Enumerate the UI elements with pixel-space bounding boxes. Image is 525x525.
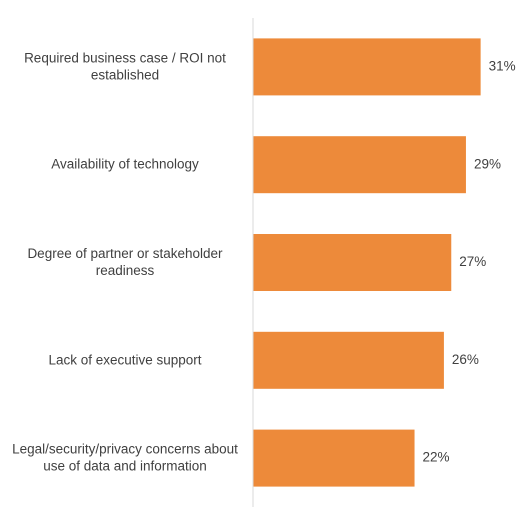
value-label: 27% — [459, 254, 486, 269]
category-label: Legal/security/privacy concerns about use… — [12, 441, 238, 473]
category-label-line: use of data and information — [43, 458, 207, 473]
category-label-line: Required business case / ROI not — [24, 50, 226, 65]
value-label: 29% — [474, 156, 501, 171]
value-label: 31% — [489, 58, 516, 73]
bar — [253, 234, 452, 291]
category-label: Degree of partner or stakeholder readines… — [27, 246, 223, 278]
category-label-line: readiness — [96, 263, 155, 278]
value-label: 22% — [423, 450, 450, 465]
bar — [253, 136, 466, 194]
category-label-line: Lack of executive support — [48, 352, 201, 367]
bar — [253, 331, 444, 389]
category-label-line: Availability of technology — [51, 156, 199, 171]
category-label: Lack of executive support — [48, 352, 201, 367]
category-label-line: Legal/security/privacy concerns about — [12, 441, 238, 456]
bar — [253, 38, 481, 96]
category-label: Availability of technology — [51, 156, 199, 171]
category-label: Required business case / ROI not establis… — [24, 50, 226, 82]
value-label: 26% — [452, 352, 479, 367]
category-label-line: Degree of partner or stakeholder — [27, 246, 223, 261]
bar — [253, 429, 415, 487]
category-label-line: established — [91, 67, 159, 82]
